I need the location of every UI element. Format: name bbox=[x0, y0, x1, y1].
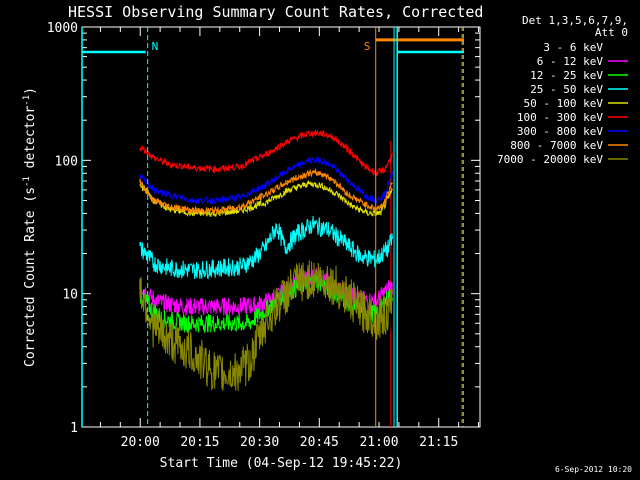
legend-label: 100 - 300 keV bbox=[517, 111, 603, 124]
x-tick-label: 21:00 bbox=[359, 435, 398, 450]
legend-label: 12 - 25 keV bbox=[530, 69, 603, 82]
marker-label: S bbox=[364, 40, 371, 53]
legend-title: Att 0 bbox=[595, 26, 628, 39]
series-line bbox=[139, 215, 393, 280]
y-tick-label: 1000 bbox=[47, 21, 78, 36]
series-lines bbox=[139, 129, 393, 405]
legend-label: 7000 - 20000 keV bbox=[497, 153, 603, 166]
series-line bbox=[139, 260, 393, 391]
x-tick-label: 20:30 bbox=[240, 435, 279, 450]
y-tick-label: 10 bbox=[62, 288, 78, 303]
x-tick-labels: 20:00 20:15 20:30 20:45 21:00 21:15 bbox=[121, 435, 459, 450]
series-line bbox=[139, 292, 393, 405]
marker-label: N bbox=[152, 40, 159, 53]
legend-label: 300 - 800 keV bbox=[517, 125, 603, 138]
plot-timestamp: 6-Sep-2012 10:20 bbox=[555, 465, 632, 474]
legend-label: 3 - 6 keV bbox=[543, 41, 603, 54]
x-tick-label: 21:15 bbox=[419, 435, 458, 450]
chart-title: HESSI Observing Summary Count Rates, Cor… bbox=[68, 3, 483, 21]
x-tick-label: 20:00 bbox=[121, 435, 160, 450]
y-tick-label: 100 bbox=[55, 154, 78, 169]
x-tick-label: 20:45 bbox=[300, 435, 339, 450]
x-tick-label: 20:15 bbox=[180, 435, 219, 450]
legend-label: 50 - 100 keV bbox=[524, 97, 604, 110]
series-line bbox=[139, 157, 393, 205]
y-axis-label: Corrected Count Rate (s-1 detector-1) bbox=[22, 87, 38, 367]
legend-title: Det 1,3,5,6,7,9, bbox=[522, 14, 628, 27]
attenuator-overlays bbox=[81, 27, 464, 427]
legend-label: 800 - 7000 keV bbox=[510, 139, 603, 152]
legend-label: 25 - 50 keV bbox=[530, 83, 603, 96]
axis-ticks bbox=[82, 27, 480, 428]
y-tick-labels: 1 10 100 1000 bbox=[47, 21, 78, 436]
series-line bbox=[139, 167, 393, 215]
x-axis-label: Start Time (04-Sep-12 19:45:22) bbox=[160, 456, 403, 471]
legend-label: 6 - 12 keV bbox=[537, 55, 604, 68]
series-line bbox=[139, 129, 393, 176]
y-tick-label: 1 bbox=[70, 421, 78, 436]
